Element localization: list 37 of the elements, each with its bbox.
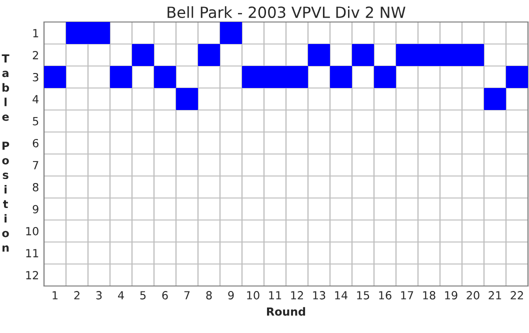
x-axis-title: Round [267,307,306,316]
x-tick-label: 3 [96,291,102,300]
x-tick-label: 18 [423,291,436,300]
y-tick-label: 5 [32,117,38,126]
x-tick-label: 16 [379,291,392,300]
y-tick-label: 8 [32,182,38,192]
x-tick-label: 12 [291,291,303,300]
x-tick-label: 21 [488,291,502,300]
y-tick-label: 2 [32,50,38,60]
y-tick-label: 4 [32,95,39,104]
x-tick-label: 5 [140,291,146,300]
x-tick-label: 11 [269,291,282,300]
x-tick-label: 10 [247,291,260,300]
x-tick-label: 17 [401,291,414,300]
y-tick-label: 1 [33,29,38,38]
text: Table Position [2,54,10,252]
y-tick-label: 9 [32,204,38,214]
x-tick-label: 7 [184,291,190,300]
x-tick-label: 2 [74,291,80,300]
y-tick-label: 12 [26,270,38,280]
x-tick-label: 13 [313,291,326,300]
y-tick-label: 11 [26,249,38,258]
x-tick-label: 4 [118,291,124,300]
x-tick-label: 8 [206,291,212,300]
x-tick-label: 15 [357,291,370,300]
y-tick-label: 6 [32,138,38,148]
x-tick-label: 6 [162,291,168,300]
chart-title: Bell Park - 2003 VPVL Div 2 NW [168,6,406,18]
y-tick-label: 10 [26,226,38,236]
x-tick-label: 1 [52,291,58,300]
x-tick-label: 19 [445,291,458,300]
x-tick-label: 9 [228,291,234,300]
x-tick-label: 14 [335,291,348,300]
x-tick-label: 20 [466,291,480,300]
y-tick-label: 7 [32,161,38,170]
x-tick-label: 22 [510,291,523,300]
y-tick-label: 3 [32,72,38,82]
